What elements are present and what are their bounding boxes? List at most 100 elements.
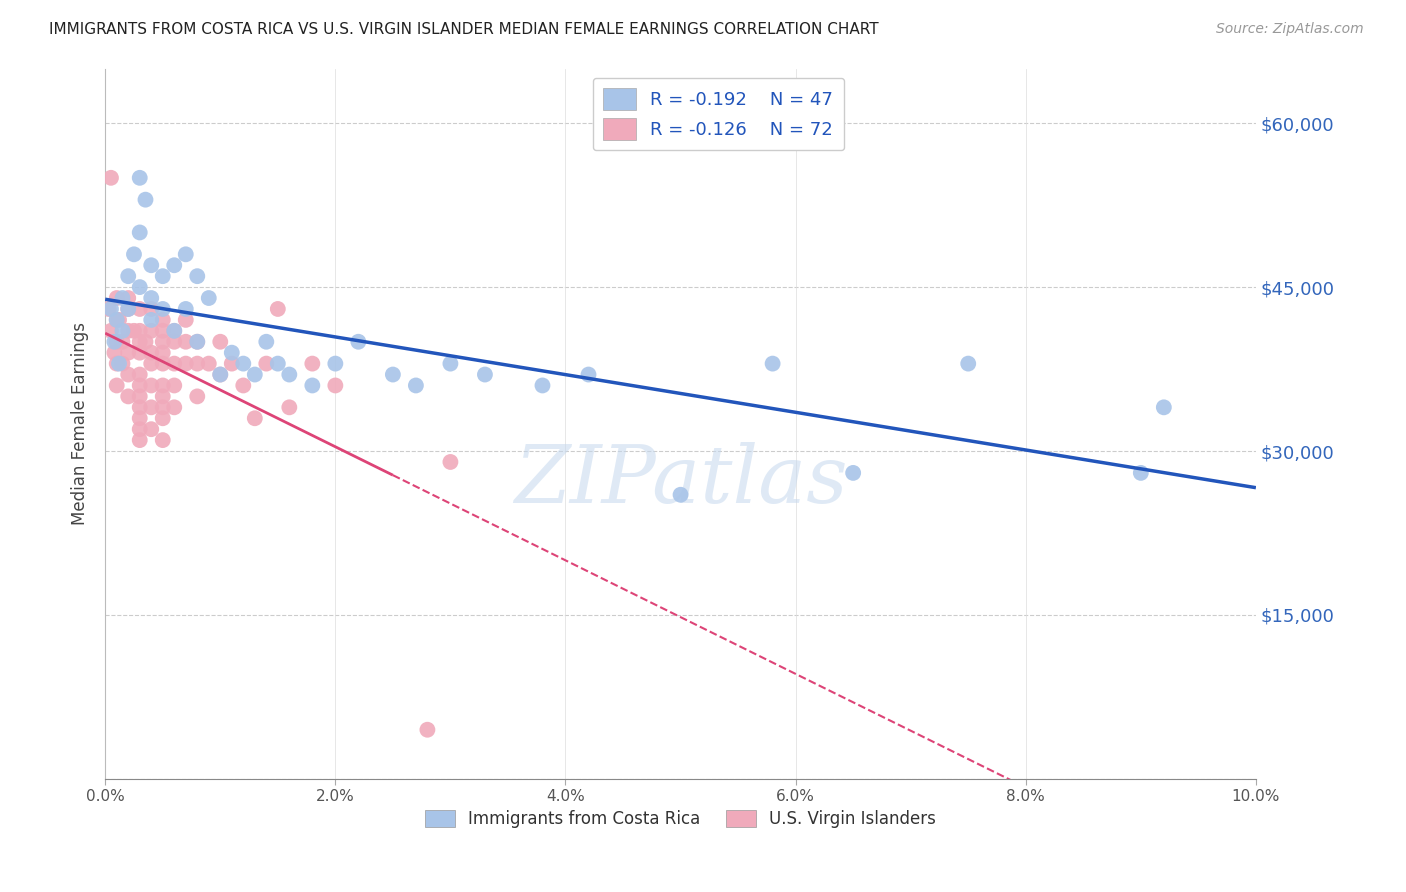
Point xyxy=(163,258,186,272)
Point xyxy=(128,368,150,382)
Point xyxy=(325,357,347,371)
Point xyxy=(174,357,197,371)
Point xyxy=(174,301,197,316)
Point xyxy=(128,389,150,403)
Point xyxy=(174,247,197,261)
Point xyxy=(122,324,145,338)
Point xyxy=(128,378,150,392)
Point xyxy=(117,389,139,403)
Point xyxy=(103,345,125,359)
Point xyxy=(105,357,128,371)
Point xyxy=(152,411,174,425)
Point xyxy=(141,345,163,359)
Point xyxy=(117,269,139,284)
Point xyxy=(243,411,266,425)
Point xyxy=(278,368,301,382)
Point xyxy=(134,334,156,349)
Y-axis label: Median Female Earnings: Median Female Earnings xyxy=(72,322,89,525)
Point xyxy=(278,401,301,415)
Point xyxy=(128,334,150,349)
Point xyxy=(141,258,163,272)
Point xyxy=(163,324,186,338)
Point xyxy=(105,313,128,327)
Point xyxy=(243,368,266,382)
Point xyxy=(100,170,122,185)
Point xyxy=(105,378,128,392)
Point xyxy=(111,334,134,349)
Point xyxy=(134,193,156,207)
Point xyxy=(141,324,163,338)
Point xyxy=(267,301,290,316)
Point xyxy=(108,313,131,327)
Point xyxy=(128,324,150,338)
Point xyxy=(439,455,461,469)
Point xyxy=(186,334,208,349)
Point xyxy=(152,269,174,284)
Point xyxy=(111,324,134,338)
Point xyxy=(128,345,150,359)
Point xyxy=(186,269,208,284)
Point xyxy=(128,301,150,316)
Point xyxy=(578,368,600,382)
Point xyxy=(152,357,174,371)
Point xyxy=(957,357,980,371)
Text: Source: ZipAtlas.com: Source: ZipAtlas.com xyxy=(1216,22,1364,37)
Point xyxy=(267,357,290,371)
Point xyxy=(128,422,150,436)
Point xyxy=(439,357,461,371)
Point xyxy=(105,334,128,349)
Point xyxy=(100,324,122,338)
Point xyxy=(128,226,150,240)
Point xyxy=(108,357,131,371)
Point xyxy=(416,723,439,737)
Point xyxy=(254,357,277,371)
Point xyxy=(117,345,139,359)
Point xyxy=(405,378,427,392)
Point xyxy=(152,401,174,415)
Point xyxy=(221,345,243,359)
Point xyxy=(762,357,785,371)
Point xyxy=(117,301,139,316)
Point xyxy=(97,301,120,316)
Text: ZIPatlas: ZIPatlas xyxy=(513,442,848,519)
Point xyxy=(209,368,232,382)
Point xyxy=(141,422,163,436)
Point xyxy=(100,301,122,316)
Point xyxy=(152,324,174,338)
Point xyxy=(152,301,174,316)
Legend: Immigrants from Costa Rica, U.S. Virgin Islanders: Immigrants from Costa Rica, U.S. Virgin … xyxy=(419,803,942,835)
Point xyxy=(128,170,150,185)
Point xyxy=(531,378,554,392)
Point xyxy=(152,433,174,447)
Point xyxy=(117,324,139,338)
Point xyxy=(152,313,174,327)
Point xyxy=(163,378,186,392)
Point xyxy=(117,291,139,305)
Point xyxy=(186,334,208,349)
Point xyxy=(117,301,139,316)
Point xyxy=(111,357,134,371)
Point xyxy=(221,357,243,371)
Point xyxy=(141,401,163,415)
Point xyxy=(381,368,404,382)
Point xyxy=(186,357,208,371)
Point xyxy=(122,247,145,261)
Point xyxy=(163,324,186,338)
Point xyxy=(669,488,692,502)
Point xyxy=(232,378,254,392)
Point xyxy=(103,334,125,349)
Point xyxy=(128,280,150,294)
Point xyxy=(197,291,219,305)
Point xyxy=(141,313,163,327)
Point xyxy=(186,389,208,403)
Point xyxy=(128,433,150,447)
Point xyxy=(197,357,219,371)
Point xyxy=(325,378,347,392)
Point xyxy=(141,301,163,316)
Point xyxy=(347,334,370,349)
Point xyxy=(152,334,174,349)
Point xyxy=(209,368,232,382)
Point xyxy=(128,401,150,415)
Point xyxy=(474,368,496,382)
Point xyxy=(1153,401,1175,415)
